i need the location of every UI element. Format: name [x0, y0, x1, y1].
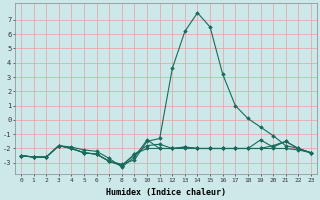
X-axis label: Humidex (Indice chaleur): Humidex (Indice chaleur): [106, 188, 226, 197]
